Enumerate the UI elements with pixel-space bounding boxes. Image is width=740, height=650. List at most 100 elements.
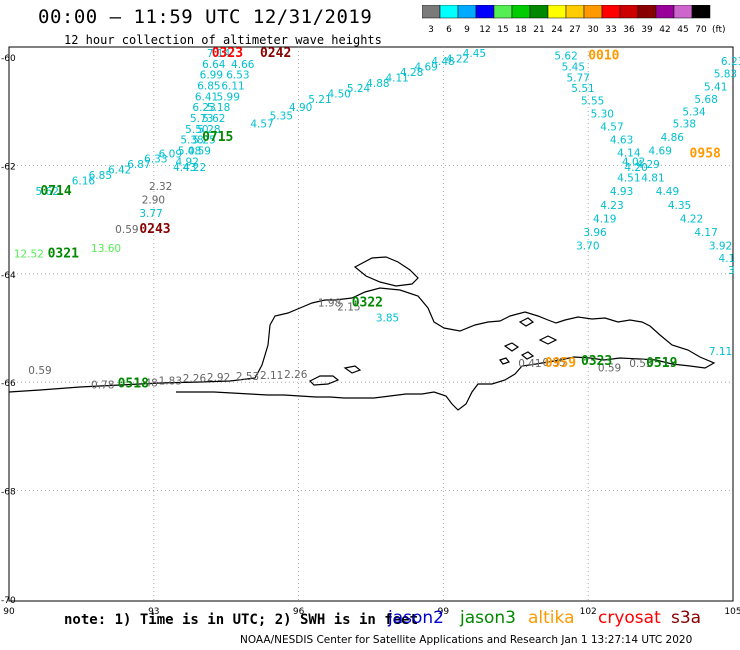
- pass-time-label: 0518: [118, 377, 149, 392]
- wave-height-value: 2.32: [149, 181, 172, 193]
- wave-height-value: 1.48: [134, 378, 157, 390]
- wave-height-value: 5.77: [566, 72, 589, 84]
- lat-lon-grid: 90 93 96 99 102 105 -60 -62 -64 -66 -68 -70: [1, 47, 740, 617]
- map-subtitle: 12 hour collection of altimeter wave hei…: [64, 33, 382, 47]
- scale-tick-label: 24: [551, 25, 563, 35]
- wave-height-value: 4.81: [641, 173, 664, 185]
- pass-time-label: 0958: [690, 146, 721, 161]
- wave-height-value: 6.41: [195, 91, 218, 103]
- coastline-island-1: [308, 375, 340, 386]
- scale-tick-label: 18: [515, 25, 527, 35]
- wave-height-value: 4.02: [622, 156, 645, 168]
- wave-height-value: 4.48: [431, 56, 454, 68]
- lon-tick-label: 93: [148, 607, 159, 617]
- scale-tick-label: 33: [605, 25, 616, 35]
- wave-height-value: 4.22: [183, 162, 206, 174]
- wave-height-value: 3.77: [139, 208, 162, 220]
- scale-tick-label: 36: [623, 25, 635, 35]
- wave-height-value: 3.96: [583, 227, 607, 239]
- wave-height-value: 4.20: [624, 162, 647, 174]
- wave-height-value: 6.99: [200, 70, 223, 82]
- wave-height-value: 5.08: [178, 146, 201, 158]
- wave-height-value: 0.78: [91, 380, 114, 392]
- wave-height-value: 5.35: [270, 110, 293, 122]
- wave-height-value: 6.64: [202, 59, 226, 71]
- mission-altika: altika: [528, 608, 575, 628]
- footnote: note: 1) Time is in UTC; 2) SWH is in fe…: [64, 612, 419, 628]
- pass-time-label: 0323: [581, 354, 612, 369]
- scale-swatch: [691, 5, 711, 19]
- coastline-island-5: [499, 357, 510, 365]
- wave-height-value: 5.38: [673, 118, 696, 130]
- pass-time-label: 0959: [545, 356, 576, 371]
- lat-tick-label: -68: [1, 488, 16, 498]
- lon-tick-label: 99: [438, 607, 450, 617]
- wave-height-value: 3: [728, 265, 735, 277]
- wave-height-value: 4.43: [173, 162, 196, 174]
- wave-height-value: 4.57: [250, 118, 273, 130]
- coastline-island-north: [353, 256, 419, 287]
- mission-jason3: jason3: [460, 608, 516, 628]
- wave-height-value: 4.88: [366, 78, 389, 90]
- lon-tick-label: 96: [293, 607, 305, 617]
- wave-height-value: 5.24: [347, 83, 371, 95]
- scale-tick-label: 30: [587, 25, 599, 35]
- scale-tick-label: 42: [659, 25, 670, 35]
- wave-height-value: 5.50: [185, 124, 208, 136]
- map-frame: [8, 46, 734, 602]
- wave-height-value: 4.19: [593, 213, 616, 225]
- wave-height-value: 4.69: [649, 146, 672, 158]
- wave-height-value: 2.26: [284, 369, 308, 381]
- wave-height-value: 4.49: [656, 186, 679, 198]
- wave-height-value: 0.53: [629, 358, 652, 370]
- wave-height-value: 5.99: [217, 91, 240, 103]
- scale-unit: (ft): [712, 25, 726, 35]
- wave-height-value: 6.11: [221, 81, 244, 93]
- wave-height-labels: 7.146.64 4.666.99 6.536.85 6.116.415.996.23…: [14, 48, 740, 392]
- scale-tick-label: 45: [677, 25, 688, 35]
- lon-tick-label: 90: [3, 607, 15, 617]
- pass-time-labels: 0323 0242 0715 0714 0243 0321 0322 0959 0323 0519…: [40, 46, 721, 392]
- pass-time-label: 0714: [40, 184, 71, 199]
- wave-height-value: 3.85: [376, 312, 399, 324]
- wave-height-value: 4.23: [600, 200, 623, 212]
- scale-tick-label: 6: [446, 25, 452, 35]
- wave-height-value: 4.63: [610, 135, 633, 147]
- wave-height-value: 4.59: [188, 146, 211, 158]
- scale-tick-label: 12: [479, 25, 490, 35]
- wave-height-value: 4.90: [289, 102, 312, 114]
- wave-height-value: 4.22: [680, 213, 703, 225]
- wave-height-value: 5.28: [197, 124, 220, 136]
- wave-height-value: 6.53: [226, 70, 249, 82]
- wave-height-value: 4.92: [176, 156, 199, 168]
- pass-time-label: 0321: [48, 247, 79, 262]
- wave-height-value: 1.83: [159, 375, 182, 387]
- wave-height-value: 6.33: [144, 154, 167, 166]
- wave-height-value: 4.45: [463, 48, 486, 60]
- wave-height-value: 4.93: [610, 186, 633, 198]
- scale-tick-label: 15: [497, 25, 508, 35]
- color-scale-legend: 3 6 9 12 15 18 21 24 27 30 33 36 39 42 45 70 (ft): [422, 5, 726, 35]
- wave-height-value: 6.16: [72, 175, 96, 187]
- scale-tick-label: 27: [569, 25, 580, 35]
- wave-height-value: 5.68: [694, 94, 717, 106]
- wave-height-value: 12.52: [14, 249, 44, 261]
- wave-height-value: 2.53: [236, 371, 259, 383]
- wave-height-value: 4.86: [661, 132, 685, 144]
- wave-height-value: 0.59: [28, 365, 51, 377]
- wave-height-value: 4.11: [385, 72, 408, 84]
- wave-height-value: 5.41: [704, 82, 727, 94]
- wave-height-value: 2.15: [337, 302, 360, 314]
- wave-height-value: 6.87: [127, 159, 150, 171]
- wave-height-value: 5.21: [308, 94, 331, 106]
- pass-time-label: 0243: [139, 222, 170, 237]
- coastline-island-2: [343, 365, 362, 374]
- wave-height-value: 4.66: [231, 59, 255, 71]
- wave-height-value: 5.18: [207, 102, 230, 114]
- wave-height-value: 7.11: [709, 346, 732, 358]
- wave-height-value: 4.22: [446, 53, 469, 65]
- antarctic-coastline: [8, 256, 716, 411]
- wave-height-value: 5.55: [581, 96, 604, 108]
